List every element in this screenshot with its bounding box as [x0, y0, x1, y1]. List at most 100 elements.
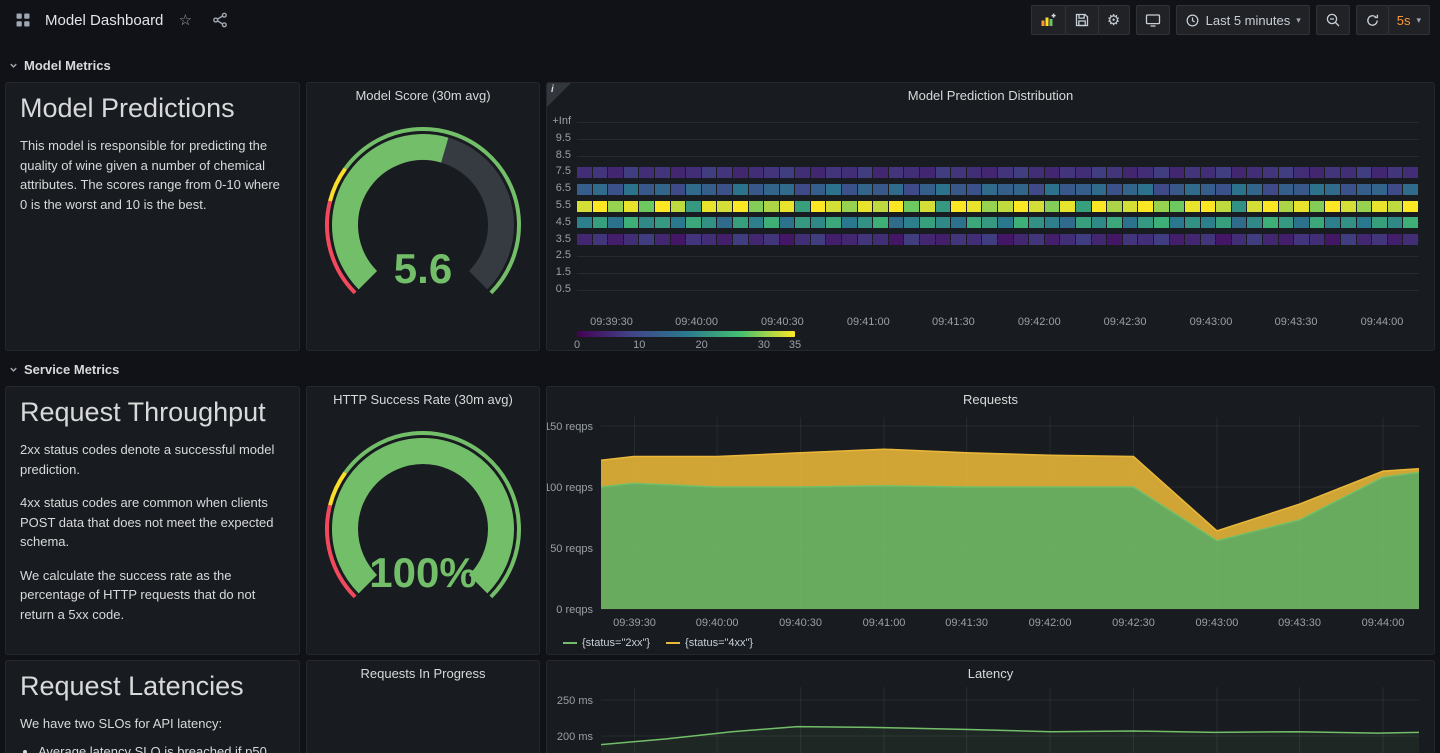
text-panel-intro: We have two SLOs for API latency:: [20, 716, 223, 731]
heatmap-gridline: [577, 290, 1419, 291]
panel-model-predictions: Model Predictions This model is responsi…: [5, 82, 300, 351]
color-scale-label: 0: [573, 339, 581, 351]
chart-legend: {status="2xx"} {status="4xx"}: [563, 637, 753, 649]
heatmap-color-scale: [577, 331, 795, 337]
star-icon[interactable]: ☆: [172, 7, 198, 33]
svg-text:100 reqps: 100 reqps: [547, 482, 593, 494]
svg-text:09:41:30: 09:41:30: [945, 617, 988, 629]
prediction-distribution-heatmap[interactable]: +Inf 9.5 8.5 7.5 6.5 5.5 4.5 3.5 2.5 1.5 0.5 09:39:…: [547, 83, 1434, 350]
heatmap-gridline: [577, 155, 1419, 157]
gauge-svg: 100%: [325, 431, 521, 599]
area-chart-svg: 0 reqps 50 reqps 100 reqps 150 reqps 09:39:3…: [547, 417, 1420, 629]
svg-text:09:43:30: 09:43:30: [1278, 617, 1321, 629]
svg-text:09:42:00: 09:42:00: [1029, 617, 1072, 629]
text-panel-paragraph: We calculate the success rate as the per…: [20, 567, 256, 622]
info-icon: i: [551, 84, 554, 95]
y-axis-label: 6.5: [555, 182, 571, 195]
x-axis-label: 09:41:30: [931, 316, 975, 328]
gear-icon: ⚙: [1106, 12, 1121, 29]
svg-text:09:43:00: 09:43:00: [1196, 617, 1239, 629]
svg-text:09:40:00: 09:40:00: [696, 617, 739, 629]
x-axis-label: 09:43:00: [1189, 316, 1233, 328]
heatmap-row: [577, 217, 1419, 229]
requests-area-chart[interactable]: 0 reqps 50 reqps 100 reqps 150 reqps 09:39:3…: [547, 387, 1434, 654]
heatmap-gridline: [577, 122, 1419, 123]
panel-title[interactable]: Model Score (30m avg): [355, 88, 491, 103]
color-scale-label: 30: [757, 339, 771, 351]
refresh-button[interactable]: [1355, 5, 1389, 35]
y-axis-label: 0.5: [555, 283, 571, 295]
dashboard-settings-button[interactable]: ⚙: [1097, 5, 1130, 35]
svg-text:0 reqps: 0 reqps: [556, 604, 593, 616]
clock-icon: [1186, 14, 1199, 26]
latency-line-chart[interactable]: 250 ms 200 ms: [547, 661, 1434, 753]
dashboard-actions-group: ⚙: [1030, 5, 1130, 35]
svg-text:250 ms: 250 ms: [557, 695, 594, 707]
x-axis-label: 09:40:30: [760, 316, 804, 328]
panel-title[interactable]: Requests In Progress: [360, 666, 486, 681]
color-scale-label: 20: [695, 339, 708, 351]
svg-text:200 ms: 200 ms: [557, 731, 594, 743]
share-icon[interactable]: [207, 7, 233, 33]
x-axis-label: 09:40:00: [675, 316, 719, 328]
heatmap-row: [577, 200, 1419, 212]
panel-info-corner[interactable]: i: [547, 83, 571, 107]
slo-list: Average latency SLO is breached if p50 l…: [38, 742, 285, 753]
x-axis-label: 09:39:30: [590, 316, 633, 328]
svg-text:5.6: 5.6: [394, 245, 452, 292]
y-axis-label: 7.5: [555, 165, 571, 178]
chevron-down-icon: [10, 367, 17, 372]
y-axis-label: 1.5: [555, 266, 571, 279]
panel-title[interactable]: Requests: [963, 392, 1018, 407]
text-panel-paragraph: 4xx status codes are common when clients…: [20, 495, 274, 549]
refresh-interval-label: 5s: [1396, 12, 1411, 28]
text-panel-title: Model Predictions: [20, 93, 235, 123]
http-success-rate-gauge[interactable]: 100%: [307, 413, 539, 648]
cycle-view-button[interactable]: [1135, 5, 1170, 35]
heatmap-gridline: [577, 256, 1419, 258]
row-header-model-metrics[interactable]: Model Metrics: [8, 56, 111, 74]
legend-item[interactable]: {status="2xx"}: [563, 637, 650, 649]
svg-text:09:44:00: 09:44:00: [1362, 617, 1405, 629]
time-range-picker[interactable]: Last 5 minutes ▾: [1175, 5, 1310, 35]
x-axis-label: 09:42:30: [1103, 316, 1147, 328]
time-range-label: Last 5 minutes: [1205, 12, 1291, 28]
panel-request-latencies: Request Latencies We have two SLOs for A…: [5, 660, 300, 753]
heatmap-gridline: [577, 273, 1419, 275]
apps-grid-icon[interactable]: [10, 7, 36, 33]
panel-request-throughput: Request Throughput 2xx status codes deno…: [5, 386, 300, 655]
panel-latency: Latency 250 ms 200 ms: [546, 660, 1435, 753]
model-score-gauge[interactable]: 5.6: [307, 109, 539, 344]
y-axis-label: +Inf: [552, 115, 571, 127]
text-panel-paragraph: 2xx status codes denote a successful mod…: [20, 442, 275, 477]
navbar-right: ⚙ Last 5 minutes ▾: [1030, 5, 1430, 35]
svg-text:09:39:30: 09:39:30: [613, 617, 656, 629]
zoom-out-button[interactable]: [1315, 5, 1350, 35]
refresh-interval-picker[interactable]: 5s ▾: [1387, 5, 1430, 35]
save-dashboard-button[interactable]: [1064, 5, 1099, 35]
y-axis-label: 8.5: [555, 148, 571, 161]
add-panel-button[interactable]: [1030, 5, 1066, 35]
panel-title[interactable]: Model Prediction Distribution: [907, 88, 1074, 103]
chevron-down-icon: [10, 63, 17, 68]
x-axis-label: 09:44:00: [1360, 316, 1404, 328]
panel-requests: Requests 0 reqps 50 reqps 100 reqps 150 req…: [546, 386, 1435, 655]
y-axis-label: 4.5: [555, 215, 571, 228]
panel-title[interactable]: HTTP Success Rate (30m avg): [333, 392, 513, 407]
svg-text:09:42:30: 09:42:30: [1112, 617, 1155, 629]
panel-title[interactable]: Latency: [967, 666, 1014, 681]
color-scale-label: 10: [633, 339, 646, 351]
heatmap-row: [577, 166, 1419, 178]
monitor-icon: [1145, 14, 1160, 27]
text-panel-title: Request Throughput: [20, 397, 266, 427]
chevron-down-icon: ▾: [1416, 14, 1421, 25]
y-axis-label: 5.5: [555, 199, 571, 211]
legend-item[interactable]: {status="4xx"}: [666, 637, 753, 649]
line-chart-svg: 250 ms 200 ms: [557, 687, 1420, 753]
row-title: Model Metrics: [24, 57, 111, 73]
heatmap-row: [577, 183, 1419, 195]
heatmap-row: [577, 234, 1419, 246]
dashboard-title: Model Dashboard: [45, 11, 164, 29]
row-header-service-metrics[interactable]: Service Metrics: [8, 360, 119, 378]
svg-text:09:41:00: 09:41:00: [863, 617, 906, 629]
